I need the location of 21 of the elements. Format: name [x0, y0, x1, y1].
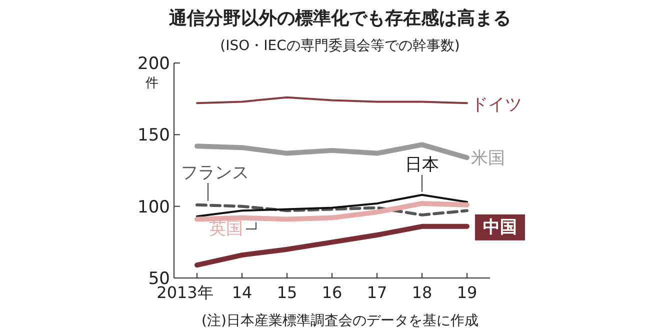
x-tick-label: 15 — [276, 283, 298, 302]
y-axis-title: 件 — [146, 76, 158, 91]
y-tick-label: 150 — [138, 126, 170, 146]
x-tick-label: 17 — [366, 283, 388, 302]
x-tick-label: 14 — [232, 283, 252, 302]
series-label: 中国 — [483, 217, 517, 238]
x-tick-label: 19 — [456, 283, 478, 302]
chart-subtitle: (ISO・IECの専門委員会等での幹事数) — [220, 38, 460, 54]
series-label: フランス — [181, 163, 249, 183]
series-label: 米国 — [471, 148, 505, 169]
text: (注)日本産業標準調査会のデータを基に作成 — [202, 313, 478, 329]
chart-title: 通信分野以外の標準化でも存在感は高まる — [168, 8, 511, 29]
line-series — [196, 194, 468, 218]
y-tick-label: 200 — [138, 54, 170, 74]
y-tick-label: 100 — [138, 197, 170, 218]
line-series — [196, 203, 468, 216]
series-label: 英国 — [209, 219, 243, 239]
series-label: 日本 — [405, 155, 439, 175]
x-tick-label: 18 — [412, 283, 432, 302]
x-tick-label: 16 — [322, 283, 342, 302]
series-label: ドイツ — [471, 95, 522, 116]
